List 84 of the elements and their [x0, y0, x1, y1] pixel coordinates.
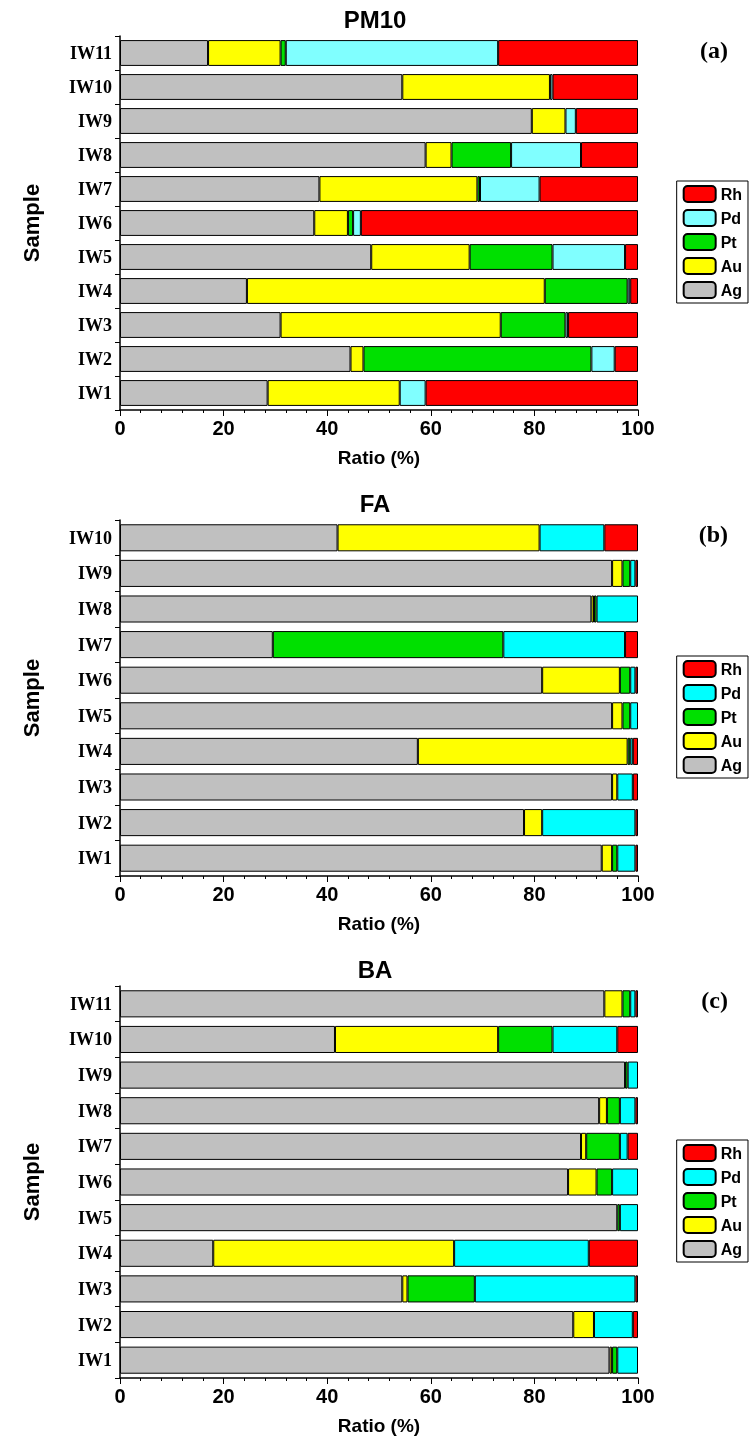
- chart-title: BA: [357, 955, 393, 983]
- x-tick-label: 20: [212, 417, 235, 439]
- text: (a): [700, 37, 728, 63]
- legend-label: Au: [720, 257, 742, 275]
- y-tick-label: IW4: [77, 281, 112, 301]
- x-axis-title: Ratio (%): [337, 913, 421, 934]
- bar: [596, 595, 638, 623]
- y-axis-title: Sample: [18, 658, 44, 738]
- legend-label: Pd: [720, 684, 742, 702]
- legend-label: Pd: [720, 1168, 742, 1186]
- y-axis-title: Sample: [18, 183, 44, 263]
- y-tick-label: IW6: [77, 670, 112, 691]
- legend-label: Ag: [720, 281, 742, 299]
- x-tick-label: 80: [523, 1385, 546, 1407]
- y-tick-label: IW6: [77, 1172, 112, 1192]
- y-tick-label: IW2: [77, 349, 112, 369]
- legend-label: Rh: [720, 1144, 742, 1162]
- legend-label: Ag: [720, 1240, 742, 1258]
- y-tick-label: IW5: [77, 247, 112, 267]
- y-tick-label: IW10: [68, 77, 112, 97]
- x-tick-label: 40: [316, 417, 339, 439]
- bar: [568, 312, 638, 338]
- legend-label: Pt: [720, 1192, 738, 1210]
- y-tick-label: IW4: [77, 1243, 112, 1264]
- x-tick-label: 20: [212, 1385, 235, 1407]
- y-tick-label: IW7: [77, 1136, 112, 1157]
- y-tick-label: IW7: [77, 179, 112, 199]
- x-tick-label: 60: [419, 417, 442, 439]
- y-tick-label: IW9: [77, 1065, 112, 1086]
- text: (c): [701, 987, 728, 1013]
- y-tick-label: IW1: [77, 1350, 112, 1371]
- y-tick-label: IW2: [77, 1314, 112, 1335]
- y-tick-label: IW5: [77, 705, 112, 726]
- y-tick-label: IW3: [77, 777, 112, 797]
- text: (b): [698, 521, 729, 547]
- bar: [619, 1204, 638, 1232]
- y-tick-label: IW11: [69, 993, 112, 1014]
- x-tick-label: 0: [114, 1385, 126, 1407]
- bar: [627, 1061, 638, 1089]
- bar: [630, 278, 638, 304]
- x-tick-label: 60: [419, 883, 442, 905]
- legend-label: Pd: [720, 209, 742, 227]
- y-tick-label: IW1: [77, 848, 112, 869]
- y-tick-label: IW9: [77, 111, 112, 131]
- y-tick-label: IW8: [77, 599, 112, 619]
- legend-label: Pt: [720, 233, 738, 251]
- y-tick-label: IW2: [77, 812, 112, 833]
- x-axis-title: Ratio (%): [337, 1415, 421, 1436]
- legend-label: Rh: [720, 660, 742, 678]
- x-tick-label: 100: [621, 1385, 655, 1407]
- x-tick-label: 60: [419, 1385, 442, 1407]
- y-tick-label: IW4: [77, 741, 112, 762]
- x-tick-label: 40: [316, 1385, 339, 1407]
- y-tick-label: IW3: [77, 315, 112, 335]
- x-tick-label: 0: [114, 883, 126, 905]
- y-tick-label: IW6: [77, 213, 112, 233]
- x-tick-label: 20: [212, 883, 235, 905]
- y-tick-label: IW1: [77, 383, 112, 403]
- y-tick-label: IW10: [68, 1029, 112, 1050]
- y-tick-label: IW11: [69, 43, 112, 63]
- y-tick-label: IW5: [77, 1207, 112, 1228]
- x-tick-label: 0: [114, 417, 126, 439]
- y-tick-label: IW7: [77, 634, 112, 655]
- bar: [632, 737, 638, 765]
- chart-title: PM10: [343, 5, 407, 33]
- x-axis-title: Ratio (%): [337, 447, 421, 468]
- x-tick-label: 100: [621, 417, 655, 439]
- y-tick-label: IW8: [77, 1100, 112, 1121]
- y-axis-title: Sample: [18, 1142, 44, 1222]
- y-tick-label: IW10: [68, 527, 112, 548]
- legend-label: Au: [720, 732, 742, 750]
- x-tick-label: 80: [523, 883, 546, 905]
- legend-label: Ag: [720, 756, 742, 774]
- chart-title: FA: [359, 489, 391, 517]
- legend-label: Pt: [720, 708, 738, 726]
- y-tick-label: IW9: [77, 563, 112, 584]
- y-tick-label: IW3: [77, 1278, 112, 1299]
- x-tick-label: 100: [621, 883, 655, 905]
- x-tick-label: 40: [316, 883, 339, 905]
- bar: [552, 74, 638, 100]
- legend-label: Rh: [720, 185, 742, 203]
- x-tick-label: 80: [523, 417, 546, 439]
- legend-label: Au: [720, 1216, 742, 1234]
- y-tick-label: IW8: [77, 145, 112, 165]
